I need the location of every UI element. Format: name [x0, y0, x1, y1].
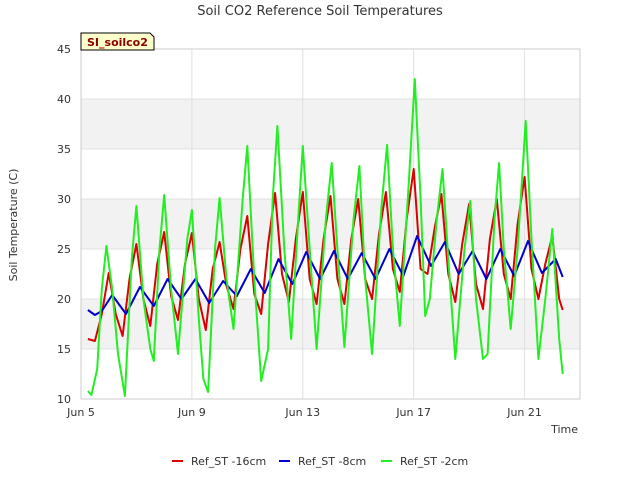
y-tick-label: 45 [57, 43, 71, 56]
grid-band [81, 299, 580, 349]
badge-box [80, 32, 155, 51]
site-badge: SI_soilco2 [80, 32, 155, 51]
grid-band [81, 99, 580, 149]
series-line-ref-st-8cm [87, 235, 564, 316]
legend-label: Ref_ST -8cm [298, 455, 366, 468]
x-tick-label: Jun 21 [506, 406, 542, 419]
x-tick-label: Jun 5 [66, 406, 95, 419]
badge-label: SI_soilco2 [87, 36, 148, 49]
legend: Ref_ST -16cm Ref_ST -8cm Ref_ST -2cm [172, 455, 468, 468]
x-tick-label: Jun 9 [177, 406, 206, 419]
y-axis-ticks: 10 15 20 25 30 35 40 45 [57, 43, 71, 406]
series-line-ref-st-2cm [87, 78, 564, 397]
legend-label: Ref_ST -16cm [191, 455, 266, 468]
plot-frame [80, 48, 581, 400]
y-tick-label: 20 [57, 293, 71, 306]
chart-title: Soil CO2 Reference Soil Temperatures [197, 4, 443, 19]
y-tick-label: 40 [57, 93, 71, 106]
x-tick-label: Jun 13 [284, 406, 320, 419]
plot-background [81, 49, 580, 399]
y-axis-label: Soil Temperature (C) [7, 169, 20, 282]
series-layer [87, 78, 564, 397]
y-tick-label: 10 [57, 393, 71, 406]
x-axis-ticks: Jun 5 Jun 9 Jun 13 Jun 17 Jun 21 [66, 406, 542, 419]
y-tick-label: 15 [57, 343, 71, 356]
x-axis-label: Time [550, 423, 578, 436]
y-tick-label: 35 [57, 143, 71, 156]
y-tick-label: 25 [57, 243, 71, 256]
x-tick-label: Jun 17 [395, 406, 431, 419]
y-tick-label: 30 [57, 193, 71, 206]
legend-label: Ref_ST -2cm [400, 455, 468, 468]
